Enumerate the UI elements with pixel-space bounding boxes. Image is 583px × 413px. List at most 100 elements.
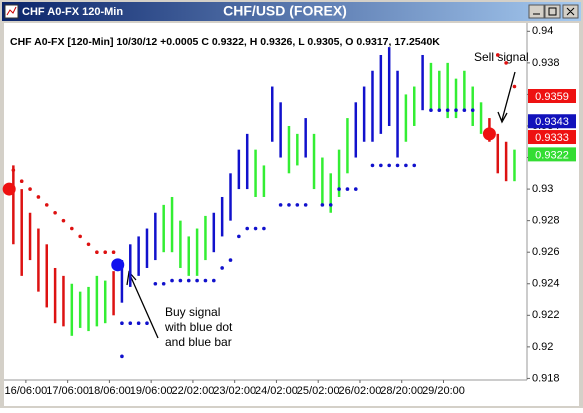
- sell-arrow: [497, 71, 516, 124]
- stop-dot: [353, 187, 358, 191]
- title-bar: [2, 2, 581, 21]
- price-tag-label: 0.9343: [535, 116, 569, 128]
- stop-dot: [103, 250, 108, 254]
- stop-dot: [86, 242, 91, 247]
- stop-dot: [437, 108, 442, 112]
- stop-dot: [303, 203, 308, 207]
- price-tag-label: 0.9322: [535, 149, 569, 161]
- y-tick-label: 0.918: [532, 372, 560, 384]
- stop-dot: [203, 278, 208, 283]
- price-tag-label: 0.9333: [535, 132, 569, 144]
- x-tick-label: 26/02:00: [339, 385, 382, 397]
- price-tag-label: 0.9359: [535, 91, 569, 103]
- y-tick-label: 0.924: [532, 278, 560, 290]
- stop-dot: [470, 108, 475, 112]
- stop-dot: [161, 281, 166, 286]
- x-tick-label: 18/06:00: [88, 385, 131, 397]
- stop-dot: [253, 226, 258, 231]
- stop-dot: [28, 187, 32, 191]
- stop-dot: [44, 203, 49, 207]
- y-tick-label: 0.922: [532, 309, 560, 321]
- stop-dot: [495, 53, 500, 57]
- y-tick-label: 0.926: [532, 246, 560, 258]
- x-tick-label: 16/06:00: [4, 385, 47, 397]
- stop-dot: [395, 163, 400, 168]
- button-glyphs: [533, 7, 575, 16]
- app-icon-glyph: [6, 6, 17, 16]
- price-tag: [528, 89, 576, 103]
- stop-dot: [404, 163, 408, 168]
- stop-dot: [228, 258, 233, 262]
- stop-dot: [36, 195, 41, 199]
- stop-dot: [454, 108, 458, 112]
- stop-dot: [287, 203, 291, 207]
- signal-marker: [2, 182, 16, 196]
- y-tick-label: 0.92: [532, 341, 553, 353]
- stop-dot: [237, 234, 241, 239]
- stop-dot: [11, 168, 16, 172]
- stop-dot: [379, 163, 383, 168]
- stop-dot: [120, 354, 124, 359]
- info-line: CHF A0-FX [120-Min] 10/30/12 +0.0005 C 0…: [10, 36, 440, 48]
- stop-dot: [412, 163, 417, 168]
- stop-dot: [429, 108, 433, 112]
- stop-dot: [78, 234, 82, 239]
- buy-annotation: Buy signal: [165, 305, 220, 319]
- stop-dot: [504, 61, 508, 65]
- stop-dot: [245, 226, 250, 231]
- plot: 0.9180.920.9220.9240.9260.9280.930.9320.…: [2, 25, 576, 397]
- sell-annotation: Sell signal: [474, 50, 529, 64]
- stop-dot: [212, 278, 216, 283]
- maximize-button[interactable]: [544, 4, 561, 19]
- stop-dot: [337, 187, 341, 191]
- stop-dot: [120, 321, 124, 326]
- buy-arrow: [126, 270, 159, 339]
- stop-dot: [195, 278, 199, 283]
- stop-dot: [153, 281, 158, 286]
- signal-marker: [111, 258, 125, 272]
- window-buttons: [528, 4, 579, 19]
- stop-dot: [128, 321, 133, 326]
- x-tick-label: 22/02:00: [172, 385, 215, 397]
- x-tick-label: 23/02:00: [213, 385, 256, 397]
- minimize-button[interactable]: [528, 4, 545, 19]
- stop-dot: [262, 226, 266, 231]
- x-tick-label: 29/20:00: [422, 385, 465, 397]
- price-tag: [528, 114, 576, 129]
- stop-dot: [186, 278, 191, 283]
- stop-dot: [345, 187, 350, 191]
- x-tick-label: 28/20:00: [380, 385, 423, 397]
- x-tick-label: 25/02:00: [297, 385, 340, 397]
- stop-dot: [53, 210, 57, 215]
- y-tick-label: 0.938: [532, 57, 560, 69]
- stop-dot: [95, 250, 99, 254]
- y-tick-label: 0.928: [532, 215, 560, 227]
- stop-dot: [111, 250, 116, 254]
- stop-dot: [328, 203, 333, 207]
- chart-title: CHF/USD (FOREX): [223, 3, 347, 19]
- chart-area: [4, 23, 579, 406]
- stop-dot: [387, 163, 391, 168]
- x-tick-label: 19/06:00: [130, 385, 173, 397]
- stop-dot: [19, 179, 24, 183]
- stop-dot: [136, 321, 141, 326]
- price-tag: [528, 130, 576, 145]
- buy-annotation: with blue dot: [164, 320, 233, 334]
- stop-dot: [295, 203, 300, 207]
- stop-dot: [512, 84, 517, 89]
- x-tick-label: 24/02:00: [255, 385, 298, 397]
- stop-dot: [320, 203, 325, 207]
- stop-dot: [462, 108, 467, 112]
- price-tag: [528, 147, 576, 162]
- window-title: CHF A0-FX 120-Min: [22, 6, 123, 18]
- y-tick-label: 0.93: [532, 183, 553, 195]
- stop-dot: [61, 218, 66, 223]
- stop-dot: [145, 321, 149, 326]
- stop-dot: [178, 278, 183, 283]
- stop-dot: [170, 278, 174, 283]
- signal-marker: [482, 127, 496, 141]
- stop-dot: [278, 203, 283, 207]
- x-tick-label: 17/06:00: [46, 385, 89, 397]
- stop-dot: [370, 163, 375, 168]
